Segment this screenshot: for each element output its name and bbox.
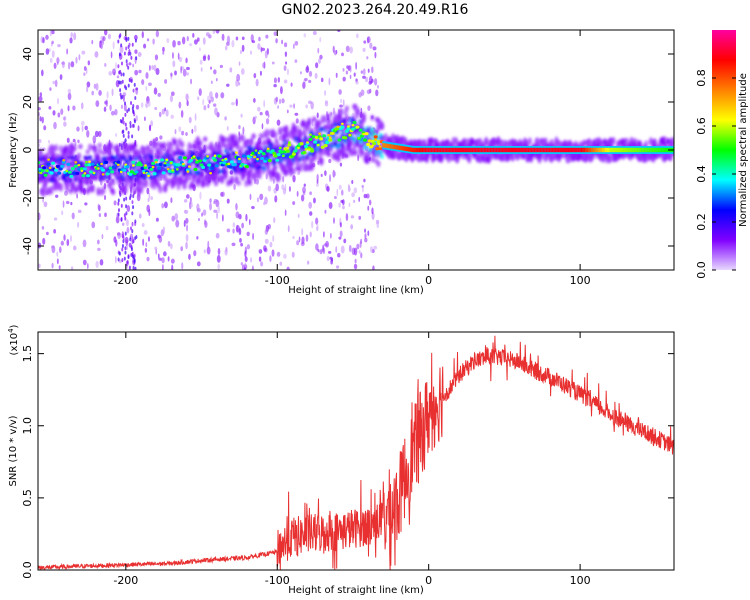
y-tick-label: 20 — [21, 95, 34, 109]
y-tick-label: 0.0 — [21, 561, 34, 579]
x-tick-label: -100 — [265, 274, 290, 287]
x-tick-label: 0 — [425, 274, 432, 287]
y-tick-label: 0 — [21, 147, 34, 154]
x-tick-label: -100 — [265, 574, 290, 587]
colorbar-tick-label: 0.6 — [695, 117, 708, 135]
x-tick-label: 0 — [425, 574, 432, 587]
colorbar-label: Normalized spectral amplitude — [738, 73, 749, 227]
colorbar-gradient — [712, 30, 736, 270]
snr-series-line — [38, 335, 674, 570]
y-tick-label: 0.5 — [21, 489, 34, 507]
colorbar-tick-label: 0.4 — [695, 165, 708, 183]
colorbar: 0.0 0.2 0.4 0.6 0.8 Normalized spectral ampl… — [695, 30, 749, 279]
figure-title: GN02.2023.264.20.49.R16 — [281, 2, 469, 18]
spectrogram-y-axis-label: Frequency (Hz) — [8, 112, 19, 188]
y-tick-label: 40 — [21, 47, 34, 61]
x-tick-label: 100 — [570, 274, 591, 287]
snr-x-axis-label: Height of straight line (km) — [288, 585, 424, 596]
y-tick-label: -20 — [21, 189, 34, 207]
y-tick-label: 1.0 — [21, 417, 34, 435]
colorbar-tick-label: 0.8 — [695, 69, 708, 87]
colorbar-tick-label: 0.2 — [695, 213, 708, 231]
spectrogram-heatmap — [38, 30, 674, 270]
x-tick-label: 100 — [570, 574, 591, 587]
x-tick-label: -200 — [113, 574, 138, 587]
snr-multiplier-label: (x104) — [7, 324, 20, 355]
colorbar-tick-label: 0.0 — [695, 261, 708, 279]
snr-panel: -200 -100 0 100 0.0 0.5 1.0 1.5 Height of strai… — [7, 324, 675, 596]
snr-frame — [37, 331, 675, 571]
y-tick-label: -40 — [21, 237, 34, 255]
y-tick-label: 1.5 — [21, 345, 34, 363]
x-tick-label: -200 — [113, 274, 138, 287]
snr-y-axis-label: SNR (10 * v/v) — [8, 415, 19, 486]
spectrogram-x-axis-label: Height of straight line (km) — [288, 285, 424, 296]
